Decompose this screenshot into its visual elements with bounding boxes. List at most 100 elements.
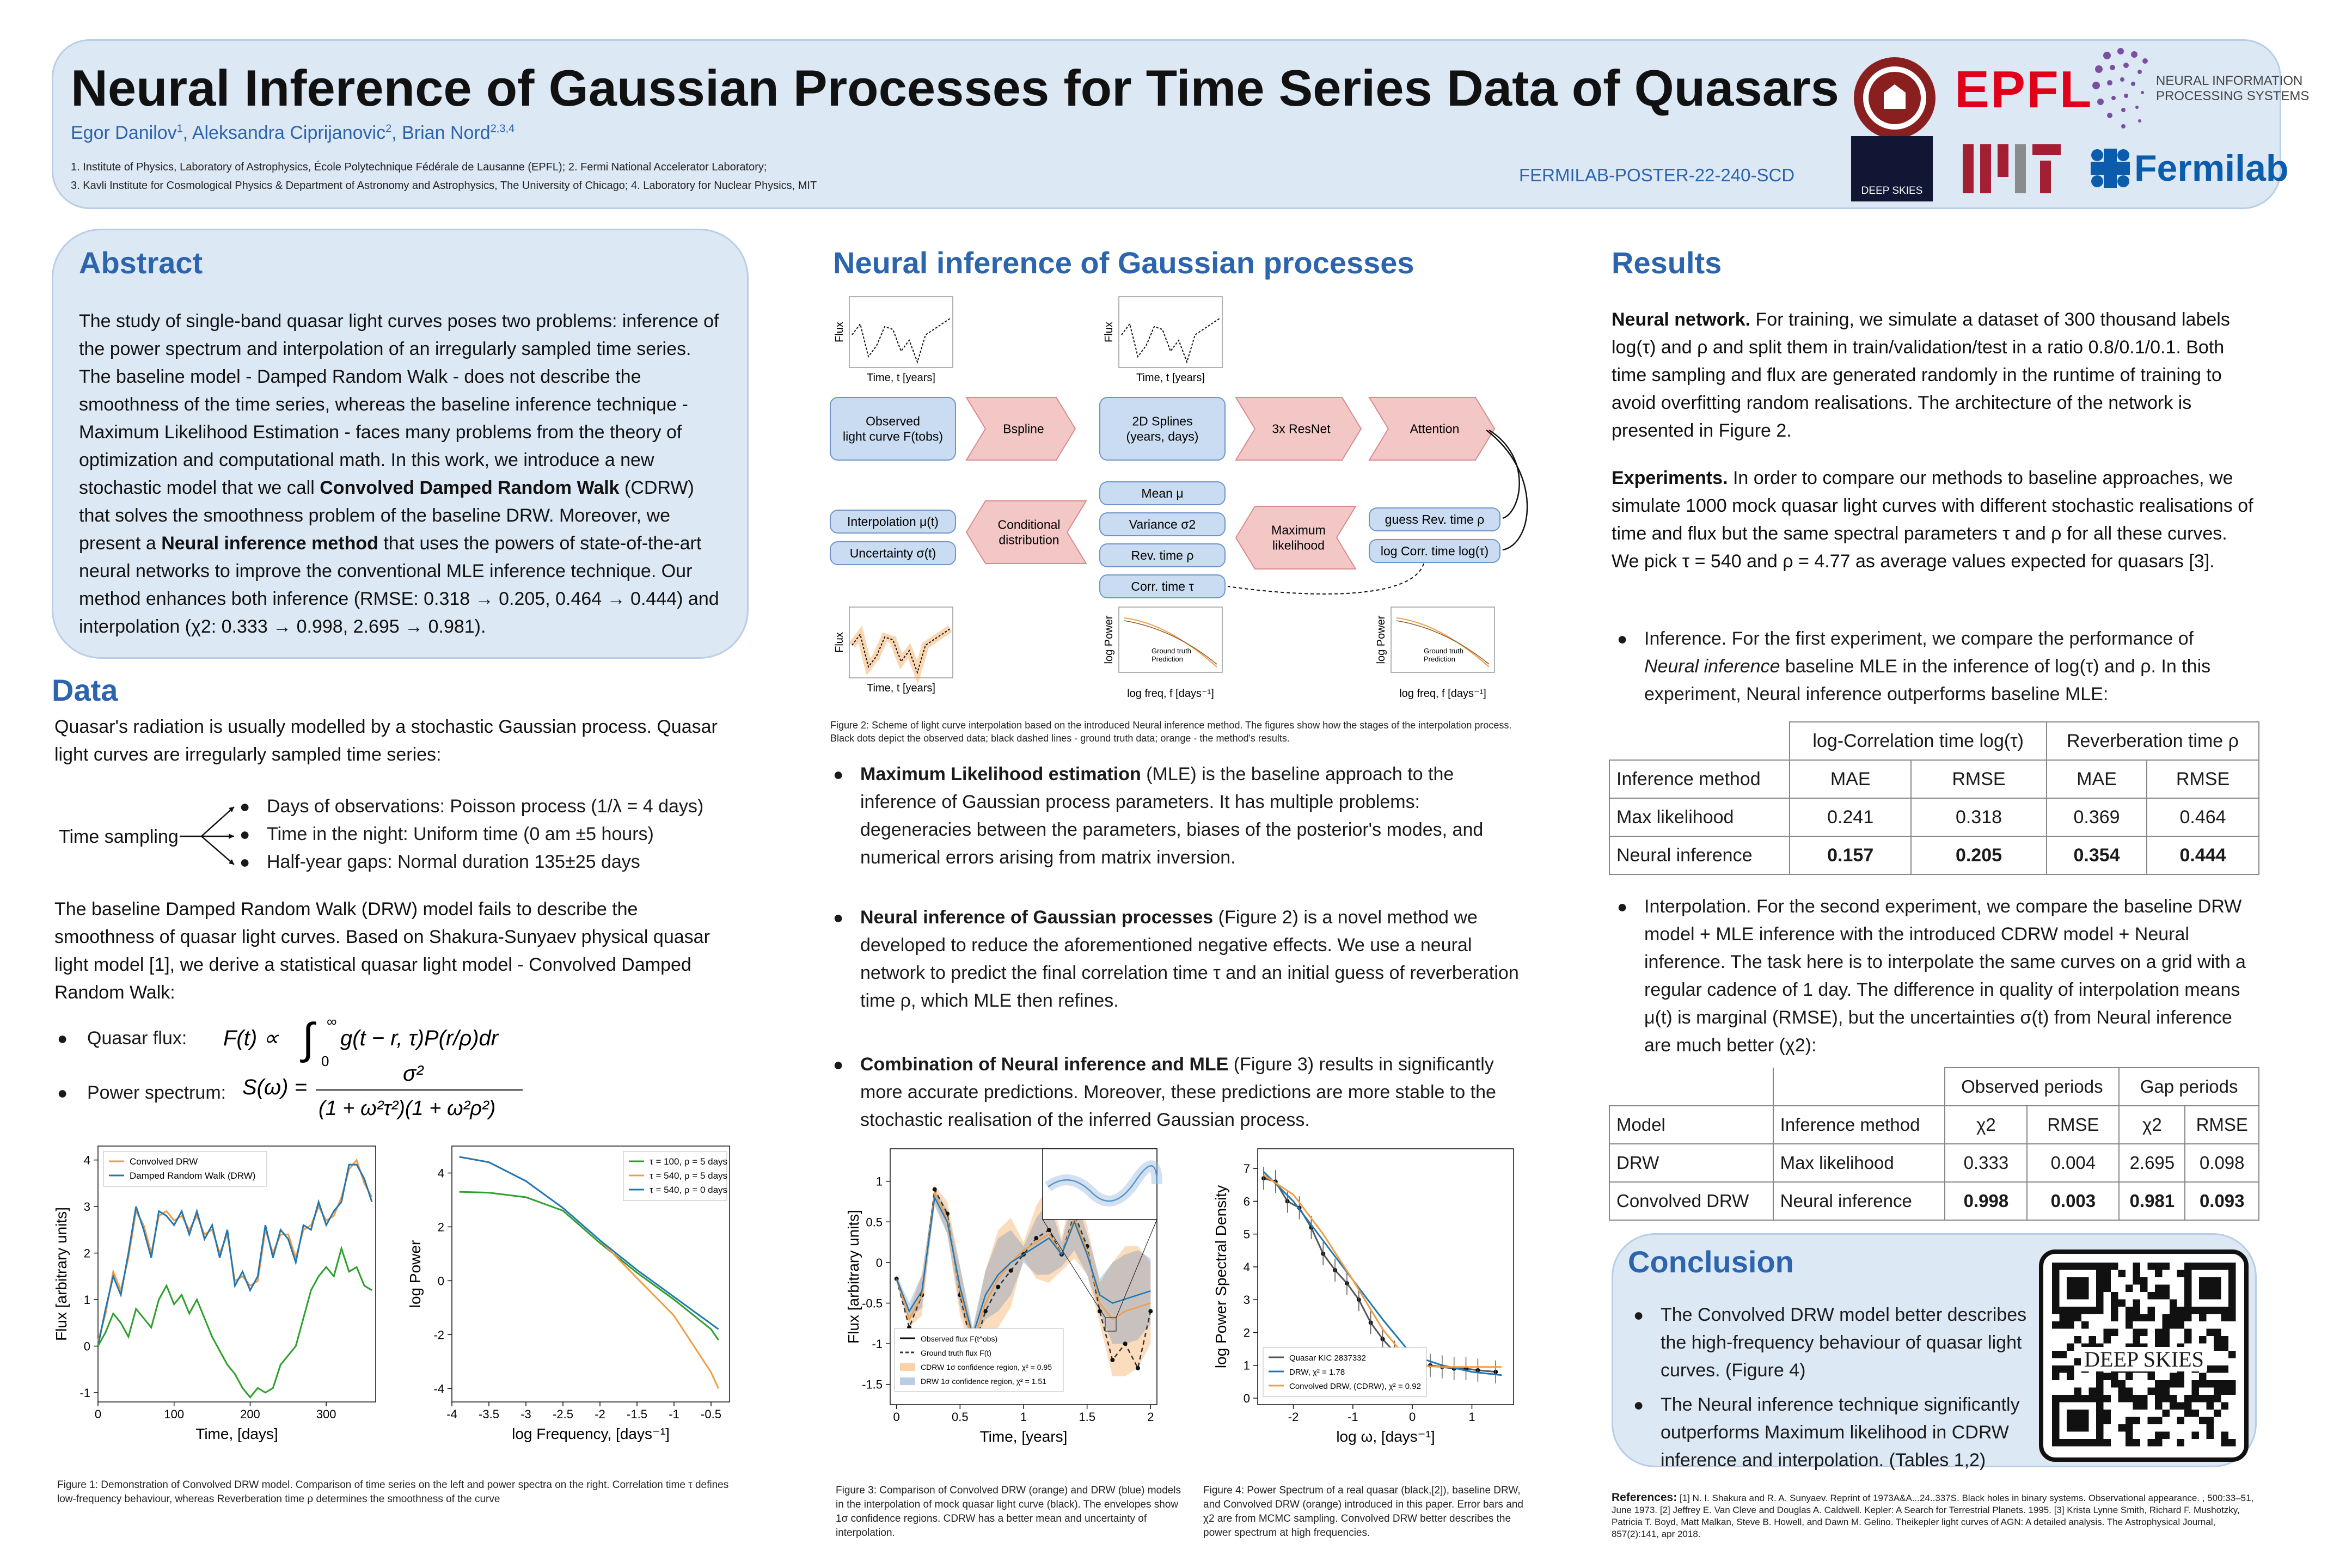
qr-module bbox=[2177, 1402, 2184, 1410]
experiments-paragraph: Experiments. In order to compare our met… bbox=[1612, 468, 2253, 572]
attention-step bbox=[1368, 397, 1496, 461]
qr-module bbox=[2074, 1336, 2081, 1344]
qr-module bbox=[2133, 1307, 2140, 1314]
qr-module bbox=[2214, 1365, 2221, 1373]
y-tick-label: -2 bbox=[433, 1328, 444, 1342]
mini-observed-curve bbox=[852, 318, 951, 364]
qr-module bbox=[2155, 1439, 2163, 1447]
legend-swatch bbox=[900, 1377, 915, 1385]
qr-module bbox=[2162, 1321, 2170, 1329]
qr-module bbox=[2052, 1351, 2060, 1358]
y-tick-label: 0 bbox=[438, 1274, 444, 1288]
qr-module bbox=[2177, 1439, 2184, 1447]
corrtime-box-label: Corr. time τ bbox=[1131, 579, 1193, 593]
mini-psd-b-xlabel: log freq, f [days⁻¹] bbox=[1399, 688, 1486, 700]
sampling-item: ● Time in the night: Uniform time (0 am ±… bbox=[240, 824, 654, 844]
attention-step-label: Attention bbox=[1410, 422, 1460, 436]
series-line bbox=[896, 1195, 1151, 1338]
qr-module bbox=[2199, 1314, 2207, 1321]
qr-module bbox=[2170, 1380, 2177, 1388]
interpolation-bullet: ● Interpolation. For the second experimen… bbox=[1617, 896, 2246, 1056]
legend-label: Convolved DRW, (CDRW), χ² = 0.92 bbox=[1289, 1382, 1421, 1391]
y-tick-label: 0 bbox=[84, 1339, 90, 1353]
qr-module bbox=[2111, 1307, 2118, 1314]
qr-module bbox=[2126, 1284, 2133, 1292]
data-point bbox=[1098, 1309, 1102, 1314]
qr-module bbox=[2147, 1439, 2155, 1447]
qr-module bbox=[2103, 1439, 2111, 1447]
x-tick-label: 1 bbox=[1468, 1410, 1475, 1424]
observed-box-label: Observed bbox=[866, 414, 920, 428]
legend-swatch bbox=[900, 1363, 915, 1371]
qr-finder bbox=[2067, 1277, 2089, 1300]
splines-box bbox=[1099, 397, 1226, 461]
qr-module bbox=[2133, 1270, 2140, 1277]
resnet-step bbox=[1235, 397, 1362, 461]
qr-module bbox=[2214, 1328, 2221, 1336]
qr-module bbox=[2067, 1365, 2074, 1373]
series-line bbox=[97, 1245, 372, 1399]
qr-module bbox=[2206, 1402, 2214, 1410]
qr-module bbox=[2162, 1380, 2170, 1388]
data-point bbox=[1123, 1342, 1128, 1346]
qr-module bbox=[2133, 1395, 2140, 1402]
mini-psd-a-xlabel: log freq, f [days⁻¹] bbox=[1127, 688, 1214, 700]
legend-label: CDRW 1σ confidence region, χ² = 0.95 bbox=[921, 1363, 1052, 1371]
inset-connector bbox=[1116, 1219, 1157, 1318]
qr-module bbox=[2199, 1417, 2207, 1424]
x-tick-label: 300 bbox=[316, 1407, 336, 1421]
mini-psd-b-ylabel: log Power bbox=[1375, 615, 1387, 664]
qr-module bbox=[2206, 1328, 2214, 1336]
maxlik-step bbox=[1235, 506, 1357, 569]
qr-module bbox=[2162, 1314, 2170, 1321]
fig4-power-spectrum-chart: -2 -1 0 1 0 1 2 3 4 5 6 7 log ω, [days⁻¹] log Power S… bbox=[1212, 1148, 1514, 1445]
qr-module bbox=[2170, 1314, 2177, 1321]
qr-module bbox=[2126, 1373, 2133, 1380]
data-point bbox=[996, 1284, 1001, 1289]
qr-module bbox=[2111, 1328, 2118, 1336]
series-line bbox=[97, 1158, 373, 1342]
qr-module bbox=[2221, 1439, 2228, 1447]
svg-text:S(ω) =: S(ω) = bbox=[242, 1075, 307, 1099]
qr-module bbox=[2155, 1402, 2163, 1410]
y-axis-label: log Power Spectral Density bbox=[1212, 1185, 1229, 1368]
results-heading: Results bbox=[1612, 246, 1722, 280]
qr-module bbox=[2177, 1314, 2184, 1321]
qr-module bbox=[2111, 1314, 2118, 1321]
qr-module bbox=[2162, 1284, 2170, 1292]
qr-module bbox=[2118, 1380, 2126, 1388]
qr-module bbox=[2147, 1314, 2155, 1321]
qr-module bbox=[2228, 1351, 2236, 1358]
qr-code[interactable]: DEEP SKIES bbox=[2039, 1250, 2249, 1462]
qr-module bbox=[2155, 1328, 2163, 1336]
mini-splines bbox=[1118, 296, 1223, 368]
combination-bullet: ● Combination of Neural inference and MLE… bbox=[833, 1054, 1496, 1130]
qr-label: DEEP SKIES bbox=[2043, 1346, 2245, 1372]
qr-module bbox=[2133, 1336, 2140, 1344]
data-point bbox=[1136, 1365, 1140, 1370]
qr-module bbox=[2170, 1373, 2177, 1380]
qr-module bbox=[2126, 1314, 2133, 1321]
mini-splines-ylabel: Flux bbox=[1103, 322, 1115, 342]
qr-module bbox=[2155, 1292, 2163, 1300]
plot-frame bbox=[451, 1146, 730, 1402]
qr-module bbox=[2221, 1314, 2228, 1321]
x-axis-label: log ω, [days⁻¹] bbox=[1336, 1428, 1435, 1445]
sampling-item: ● Days of observations: Poisson process (… bbox=[240, 796, 704, 817]
qr-module bbox=[2155, 1270, 2163, 1277]
y-tick-label: -1 bbox=[79, 1386, 90, 1400]
table-row: Inference method MAE RMSE MAE RMSE bbox=[1608, 759, 2259, 799]
qr-module bbox=[2067, 1321, 2074, 1329]
qr-module bbox=[2221, 1380, 2228, 1388]
mle-bullet: ● Maximum Likelihood estimation (MLE) is … bbox=[833, 764, 1484, 868]
x-tick-label: 200 bbox=[240, 1407, 260, 1421]
y-tick-label: 2 bbox=[438, 1220, 444, 1234]
qr-module bbox=[2147, 1417, 2155, 1424]
qr-module bbox=[2081, 1321, 2089, 1329]
x-tick-label: -1.5 bbox=[627, 1407, 647, 1421]
y-tick-label: 2 bbox=[84, 1247, 90, 1260]
qr-module bbox=[2170, 1402, 2177, 1410]
data-point bbox=[983, 1309, 988, 1314]
x-axis-label: log Frequency, [days⁻¹] bbox=[512, 1425, 670, 1442]
flux-equation-row: ● Quasar flux: bbox=[57, 1028, 187, 1049]
